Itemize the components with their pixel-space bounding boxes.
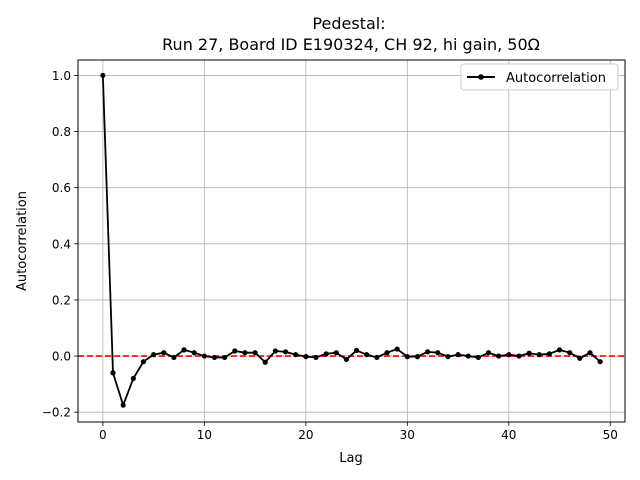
x-tick-label: 30 [400,428,415,442]
data-point [140,359,147,365]
legend: Autocorrelation [460,63,619,91]
data-point [211,354,218,361]
data-point [333,350,339,356]
x-tick-label: 10 [197,428,212,442]
data-point [201,353,207,359]
data-point [110,370,116,376]
data-point [353,347,360,354]
x-tick-label: 0 [99,428,107,442]
data-point [130,375,136,382]
data-point [546,351,552,357]
y-tick-label: 0.6 [52,181,71,195]
data-point [120,402,126,408]
legend-label: Autocorrelation [506,71,606,86]
x-tick-label: 40 [501,428,516,442]
data-point [485,350,492,356]
data-point [384,350,390,356]
data-point [343,356,350,363]
data-point [293,352,299,358]
chart-title-line2: Run 27, Board ID E190324, CH 92, hi gain… [162,35,540,54]
legend-marker [478,74,484,80]
data-point [272,348,278,354]
data-point [475,354,481,361]
y-tick-label: 0.0 [52,350,71,364]
y-tick-label: 0.8 [52,125,71,139]
data-point [455,352,461,358]
data-point [252,350,258,356]
data-point [232,348,238,354]
data-point [364,352,370,358]
y-axis-label: Autocorrelation [15,191,30,291]
data-point [242,350,248,356]
y-tick-label: −0.2 [42,406,71,420]
chart-title-line1: Pedestal: [312,14,385,33]
data-point [435,350,441,356]
data-point [151,352,157,358]
data-point [526,350,532,356]
y-tick-label: 1.0 [52,69,71,83]
data-point [262,359,268,365]
data-point [556,347,563,353]
data-point [516,353,522,359]
data-point [577,355,583,361]
data-point [496,353,502,359]
data-point [100,72,106,79]
data-point [414,354,421,360]
grid [78,60,625,422]
x-tick-label: 50 [603,428,618,442]
data-point [282,349,289,355]
data-point [404,354,410,360]
data-point [323,351,329,357]
x-axis-label: Lag [339,451,362,466]
data-point [597,359,603,365]
data-point [191,350,197,356]
data-point [222,354,228,361]
data-point [181,347,187,353]
data-point [374,354,380,361]
data-point [313,354,319,361]
data-point [465,353,471,359]
data-point [567,350,573,356]
data-point [536,352,542,358]
x-tick-label: 20 [298,428,313,442]
ticks: 0 10 20 30 40 50 −0.2 0.0 0.2 0.4 0.6 0.8 1.0 [42,69,618,442]
data-point [171,354,177,361]
plot-frame [77,59,626,423]
legend-box [460,63,619,91]
y-tick-label: 0.4 [52,237,71,251]
data-point [587,350,593,356]
data-point [445,354,451,360]
series-layer [100,72,603,408]
y-tick-label: 0.2 [52,293,71,307]
data-point [506,352,512,358]
data-point [425,349,431,355]
data-point [303,354,309,360]
data-point [394,346,400,352]
data-point [161,350,167,356]
